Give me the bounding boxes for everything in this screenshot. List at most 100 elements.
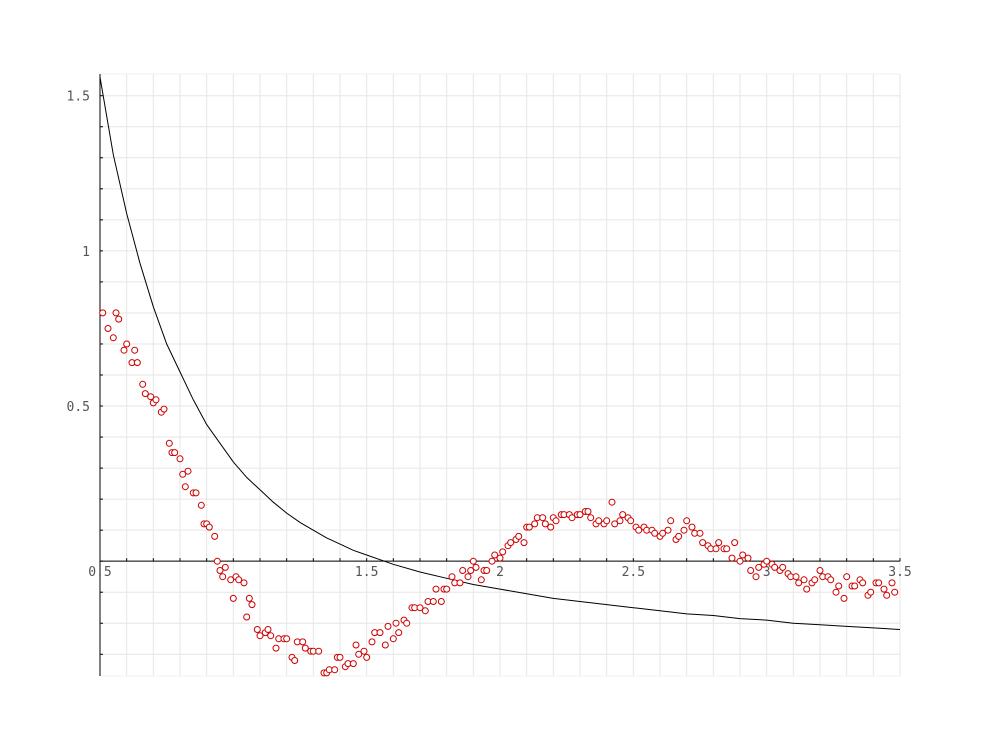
scatter-point — [267, 632, 275, 640]
scatter-point — [133, 359, 141, 367]
y-tick-label: 1 — [82, 245, 90, 260]
scatter-point — [315, 647, 323, 655]
x-tick-label: 0.5 — [88, 565, 111, 580]
scatter-point — [499, 548, 507, 556]
scatter-point — [421, 607, 429, 615]
scatter-point — [827, 576, 835, 584]
scatter-point — [880, 585, 888, 593]
scatter-point — [525, 523, 533, 531]
scatter-point — [331, 666, 339, 674]
scatter-point — [416, 604, 424, 612]
scatter-point — [197, 501, 205, 509]
scatter-point — [123, 340, 131, 348]
scatter-point — [448, 573, 456, 581]
scatter-point — [683, 517, 691, 525]
scatter-point — [803, 585, 811, 593]
x-tick-label: 2 — [496, 565, 504, 580]
scatter-point — [627, 517, 635, 525]
scatter-point — [667, 517, 675, 525]
scatter-point — [472, 563, 480, 571]
scatter-point — [696, 529, 704, 537]
scatter-point — [731, 539, 739, 547]
scatter-point — [381, 641, 389, 649]
scatter-point — [483, 567, 491, 574]
scatter-point — [832, 588, 840, 596]
scatter-point — [541, 520, 549, 528]
scatter-point — [515, 532, 523, 540]
y-tick-label: 0.5 — [67, 400, 90, 415]
scatter-point — [496, 554, 504, 562]
scatter-point — [699, 539, 707, 547]
scatter-point — [384, 622, 392, 630]
scatter-point — [811, 576, 819, 584]
scatter-point — [688, 523, 696, 531]
scatter-point — [256, 632, 264, 640]
scatter-point — [432, 585, 440, 593]
scatter-point — [739, 551, 747, 559]
scatter-point — [355, 650, 363, 658]
scatter-point — [840, 594, 848, 602]
scatter-point — [603, 517, 611, 525]
scatter-point — [109, 334, 117, 342]
scatter-point — [213, 557, 221, 565]
scatter-point — [120, 346, 128, 354]
scatter-point — [859, 579, 867, 587]
scatter-point — [176, 455, 184, 463]
scatter-point — [736, 557, 744, 565]
scatter-point — [488, 557, 496, 565]
scatter-point — [659, 529, 667, 537]
line-series — [99, 77, 901, 630]
scatter-point — [389, 635, 397, 643]
scatter-point — [587, 514, 595, 522]
scatter-point — [531, 520, 539, 528]
scatter-point — [443, 585, 451, 593]
scatter-point — [891, 588, 899, 596]
scatter-series — [99, 309, 899, 677]
scatter-point — [755, 563, 763, 571]
scatter-point — [301, 644, 309, 652]
scatter-point — [211, 532, 219, 540]
scatter-point — [403, 619, 411, 627]
scatter-point — [104, 325, 112, 332]
scatter-point — [376, 629, 384, 637]
tick-labels: 0.5 1.5 2.5 3.5 2 3 0.5 1 1.5 — [67, 90, 912, 580]
scatter-point — [843, 573, 851, 581]
scatter-point — [219, 573, 227, 581]
scatter-point — [160, 405, 168, 413]
scatter-point — [139, 380, 147, 388]
x-tick-label: 3 — [763, 565, 771, 580]
scatter-point — [253, 626, 261, 633]
scatter-point — [469, 557, 477, 565]
scatter-point — [179, 470, 187, 478]
scatter-point — [675, 532, 683, 540]
scatter-point — [477, 576, 485, 584]
scatter-point — [792, 573, 800, 581]
y-tick-label: 1.5 — [67, 90, 90, 105]
scatter-point — [221, 563, 229, 571]
scatter-point — [763, 557, 771, 565]
scatter-point — [112, 309, 120, 317]
scatter-point — [875, 579, 883, 587]
scatter-point — [664, 526, 672, 534]
scatter-point — [728, 554, 736, 562]
scatter-point — [835, 582, 843, 590]
scatter-point — [227, 576, 235, 584]
scatter-point — [240, 579, 248, 587]
scatter-point — [547, 523, 555, 531]
scatter-point — [464, 573, 472, 581]
scatter-point — [744, 554, 752, 562]
scatter-point — [491, 551, 499, 559]
scatter-point — [171, 449, 179, 457]
x-tick-label: 1.5 — [355, 565, 378, 580]
scatter-point — [752, 573, 760, 581]
scatter-point — [216, 567, 224, 574]
scatter-point — [291, 657, 299, 664]
scatter-point — [616, 517, 624, 525]
scatter-point — [392, 619, 400, 627]
scatter-point — [205, 523, 213, 531]
scatter-point — [611, 520, 619, 528]
scatter-point — [184, 467, 192, 475]
scatter-point — [131, 346, 139, 354]
scatter-point — [816, 567, 824, 574]
